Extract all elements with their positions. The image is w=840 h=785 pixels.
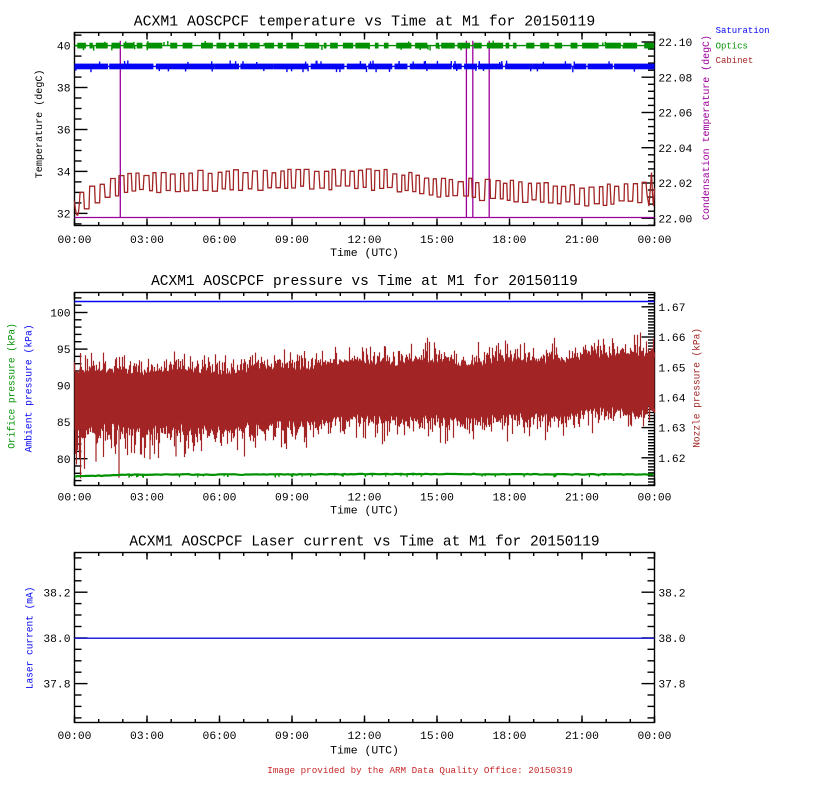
svg-text:22.10: 22.10 — [658, 38, 692, 50]
svg-text:18:00: 18:00 — [493, 492, 527, 504]
svg-text:Time (UTC): Time (UTC) — [330, 505, 399, 517]
svg-text:21:00: 21:00 — [565, 492, 599, 504]
svg-text:Nozzle pressure (kPa): Nozzle pressure (kPa) — [692, 328, 704, 448]
svg-text:Condensation temperature (degC: Condensation temperature (degC) — [701, 35, 713, 220]
svg-text:32: 32 — [57, 210, 71, 222]
svg-text:38.0: 38.0 — [658, 634, 685, 646]
svg-text:ACXM1 AOSCPCF pressure vs Time: ACXM1 AOSCPCF pressure vs Time at M1 for… — [151, 274, 578, 290]
svg-text:15:00: 15:00 — [420, 235, 454, 247]
svg-text:Optics: Optics — [716, 41, 748, 52]
svg-text:1.63: 1.63 — [658, 424, 685, 436]
svg-text:38.0: 38.0 — [43, 634, 70, 646]
svg-text:38.2: 38.2 — [43, 588, 70, 600]
svg-text:03:00: 03:00 — [130, 235, 164, 247]
svg-text:09:00: 09:00 — [275, 731, 309, 743]
svg-text:00:00: 00:00 — [58, 235, 92, 247]
svg-text:00:00: 00:00 — [638, 731, 672, 743]
svg-text:06:00: 06:00 — [203, 235, 237, 247]
svg-text:15:00: 15:00 — [420, 731, 454, 743]
svg-text:12:00: 12:00 — [348, 731, 382, 743]
svg-text:06:00: 06:00 — [203, 492, 237, 504]
svg-text:ACXM1 AOSCPCF temperature vs T: ACXM1 AOSCPCF temperature vs Time at M1 … — [134, 15, 596, 31]
svg-text:Image provided by the ARM Data: Image provided by the ARM Data Quality O… — [267, 765, 572, 776]
svg-text:03:00: 03:00 — [130, 492, 164, 504]
svg-text:Ambient pressure (kPa): Ambient pressure (kPa) — [24, 324, 36, 452]
svg-text:15:00: 15:00 — [420, 492, 454, 504]
svg-text:1.67: 1.67 — [658, 303, 685, 315]
svg-text:85: 85 — [57, 418, 71, 430]
svg-text:80: 80 — [57, 455, 71, 467]
svg-text:1.62: 1.62 — [658, 454, 685, 466]
svg-text:1.65: 1.65 — [658, 363, 685, 375]
svg-text:Cabinet: Cabinet — [716, 55, 754, 66]
svg-text:38.2: 38.2 — [658, 588, 685, 600]
svg-text:90: 90 — [57, 382, 71, 394]
svg-text:12:00: 12:00 — [348, 492, 382, 504]
svg-text:Saturation: Saturation — [716, 25, 770, 36]
svg-text:38: 38 — [57, 84, 71, 96]
svg-text:37.8: 37.8 — [43, 680, 70, 692]
svg-text:21:00: 21:00 — [565, 731, 599, 743]
svg-text:Time (UTC): Time (UTC) — [330, 746, 399, 758]
svg-text:00:00: 00:00 — [638, 235, 672, 247]
svg-text:00:00: 00:00 — [638, 492, 672, 504]
svg-text:03:00: 03:00 — [130, 731, 164, 743]
svg-text:18:00: 18:00 — [493, 235, 527, 247]
svg-text:22.08: 22.08 — [658, 73, 692, 85]
svg-text:06:00: 06:00 — [203, 731, 237, 743]
svg-text:95: 95 — [57, 345, 71, 357]
svg-text:18:00: 18:00 — [493, 731, 527, 743]
svg-text:22.02: 22.02 — [658, 179, 692, 191]
svg-text:22.04: 22.04 — [658, 144, 692, 156]
svg-text:Laser current (mA): Laser current (mA) — [25, 587, 37, 690]
svg-text:36: 36 — [57, 126, 71, 138]
svg-text:21:00: 21:00 — [565, 235, 599, 247]
svg-text:00:00: 00:00 — [58, 492, 92, 504]
svg-text:1.64: 1.64 — [658, 394, 685, 406]
svg-text:22.06: 22.06 — [658, 109, 692, 121]
svg-text:09:00: 09:00 — [275, 235, 309, 247]
svg-text:00:00: 00:00 — [58, 731, 92, 743]
svg-text:12:00: 12:00 — [348, 235, 382, 247]
svg-text:Time (UTC): Time (UTC) — [330, 248, 399, 260]
svg-text:Temperature (degC): Temperature (degC) — [34, 70, 46, 179]
svg-text:1.66: 1.66 — [658, 333, 685, 345]
svg-text:Orifice pressure (kPa): Orifice pressure (kPa) — [7, 323, 19, 449]
svg-text:100: 100 — [50, 309, 71, 321]
svg-text:ACXM1 AOSCPCF Laser current vs: ACXM1 AOSCPCF Laser current vs Time at M… — [129, 535, 599, 551]
svg-text:22.00: 22.00 — [658, 214, 692, 226]
svg-text:40: 40 — [57, 42, 71, 54]
svg-text:34: 34 — [57, 168, 71, 180]
svg-text:09:00: 09:00 — [275, 492, 309, 504]
svg-text:37.8: 37.8 — [658, 680, 685, 692]
